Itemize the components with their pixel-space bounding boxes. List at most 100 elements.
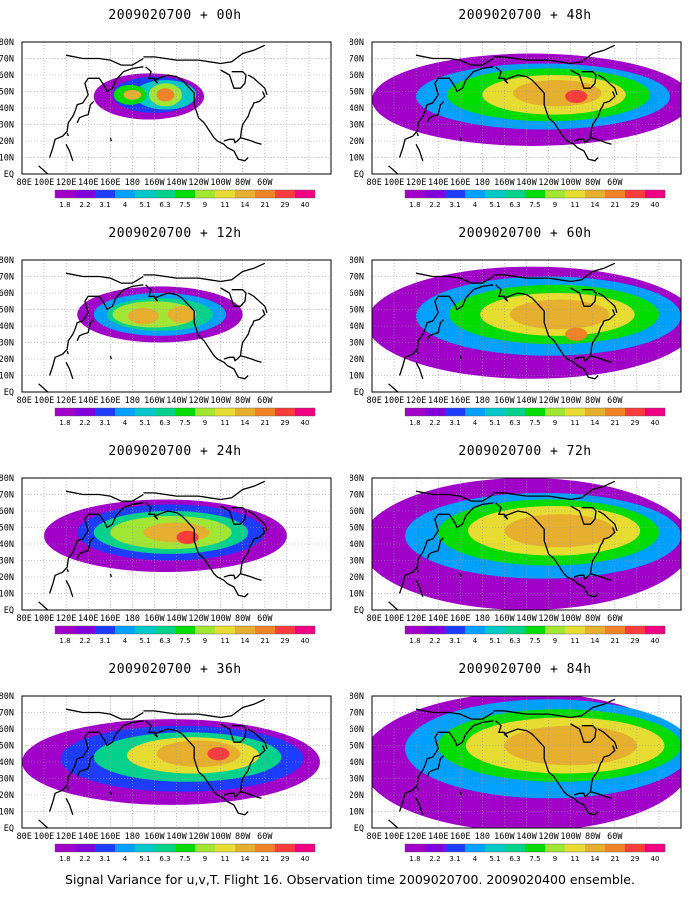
lat-label: 80N	[350, 474, 364, 484]
colorbar-label: 5.1	[489, 855, 500, 863]
lat-label: 60N	[350, 507, 364, 517]
colorbar-label: 21	[261, 201, 270, 209]
colorbar-label: 5.1	[489, 201, 500, 209]
coastline	[38, 819, 49, 828]
lat-label: EQ	[354, 824, 364, 834]
colorbar-swatch	[175, 844, 195, 852]
colorbar-label: 6.3	[509, 201, 520, 209]
lon-label: 160E	[100, 178, 120, 188]
colorbar-label: 40	[651, 419, 660, 427]
coastline	[76, 536, 95, 560]
lon-label: 100W	[560, 832, 581, 842]
colorbar-swatch	[135, 626, 155, 634]
colorbar-swatch	[425, 408, 445, 416]
colorbar-swatch	[95, 626, 115, 634]
colorbar-swatch	[485, 408, 505, 416]
lat-label: 40N	[0, 540, 14, 550]
colorbar-swatch	[155, 626, 175, 634]
colorbar-label: 21	[261, 855, 270, 863]
colorbar-label: 11	[221, 855, 230, 863]
colorbar-swatch	[445, 190, 465, 198]
panel-title: 2009020700 + 24h	[108, 444, 242, 459]
graticule	[372, 42, 681, 174]
coastline	[223, 527, 266, 580]
graticule	[22, 42, 331, 174]
lon-label: 60W	[257, 178, 273, 188]
colorbar-swatch	[505, 626, 525, 634]
coastline	[109, 137, 113, 142]
coastline	[493, 480, 616, 501]
colorbar-swatch	[645, 626, 665, 634]
colorbar-swatch	[195, 190, 215, 198]
coastline	[38, 383, 49, 392]
colorbar-label: 40	[651, 201, 660, 209]
colorbar-label: 3.1	[449, 855, 460, 863]
colorbar-swatch	[585, 626, 605, 634]
colorbar-swatch	[55, 626, 75, 634]
lon-label: 120W	[188, 178, 209, 188]
lat-label: 10N	[350, 590, 364, 600]
panel-72h: 2009020700 + 72h EQ 10N 20N 30N 40N 50N 60N 70N…	[350, 436, 700, 651]
colorbar-swatch	[235, 190, 255, 198]
lon-label: 80E	[17, 178, 32, 188]
coastline	[388, 165, 399, 174]
lat-label: EQ	[4, 170, 14, 180]
lon-label: 60W	[607, 396, 623, 406]
colorbar-label: 21	[611, 201, 620, 209]
lon-label: 160W	[144, 178, 165, 188]
colorbar-swatch	[215, 626, 235, 634]
panel-12h: 2009020700 + 12h EQ 10N 20N 30N 40N 50N 60N 70N…	[0, 218, 350, 433]
colorbar-label: 9	[203, 637, 207, 645]
lon-label: 140W	[516, 614, 537, 624]
colorbar-label: 4	[123, 419, 128, 427]
colorbar-swatch	[625, 408, 645, 416]
lat-label: 30N	[0, 775, 14, 785]
coastline	[597, 74, 618, 96]
colorbar-swatch	[75, 844, 95, 852]
lat-label: 60N	[350, 725, 364, 735]
colorbar-swatch	[525, 844, 545, 852]
panel-title: 2009020700 + 60h	[458, 226, 592, 241]
lon-label: 80W	[585, 396, 601, 406]
coastlines	[38, 44, 268, 174]
lon-label: 140E	[78, 396, 98, 406]
colorbar-label: 14	[241, 419, 250, 427]
lon-label: 140W	[166, 396, 187, 406]
coastline	[495, 720, 599, 816]
coastline	[247, 510, 268, 532]
coastline	[426, 100, 445, 124]
coastline	[416, 786, 419, 791]
colorbar: 1.8 2.2 3.1 4 5.1 6.3 7.5 9 11 14 21 29 40	[54, 407, 316, 427]
colorbar-swatch	[255, 408, 275, 416]
lon-label: 60W	[257, 832, 273, 842]
colorbar-swatch	[75, 190, 95, 198]
lat-label: 20N	[350, 791, 364, 801]
coastline	[48, 284, 144, 376]
lon-label: 80E	[367, 178, 382, 188]
colorbar-swatch	[525, 626, 545, 634]
lat-label: 30N	[350, 557, 364, 567]
colorbar-label: 3.1	[449, 419, 460, 427]
colorbar-swatch	[465, 844, 485, 852]
colorbar-label: 29	[281, 855, 290, 863]
lon-label: 80E	[367, 396, 382, 406]
lat-label: 10N	[0, 372, 14, 382]
colorbar-swatch	[155, 844, 175, 852]
coastline	[223, 745, 266, 798]
colorbar-label: 9	[203, 855, 207, 863]
colorbar-swatch	[235, 408, 255, 416]
lon-label: 100W	[560, 178, 581, 188]
coastline	[459, 355, 463, 360]
lon-label: 120E	[406, 614, 426, 624]
colorbar-swatch	[55, 844, 75, 852]
colorbar-label: 11	[221, 201, 230, 209]
colorbar-label: 14	[591, 637, 600, 645]
colorbar-swatch	[525, 408, 545, 416]
colorbar-label: 40	[651, 855, 660, 863]
colorbar-swatch	[565, 844, 585, 852]
lon-label: 160W	[144, 614, 165, 624]
colorbar-swatch	[405, 626, 425, 634]
lon-label: 120W	[538, 614, 559, 624]
colorbar-swatch	[275, 408, 295, 416]
